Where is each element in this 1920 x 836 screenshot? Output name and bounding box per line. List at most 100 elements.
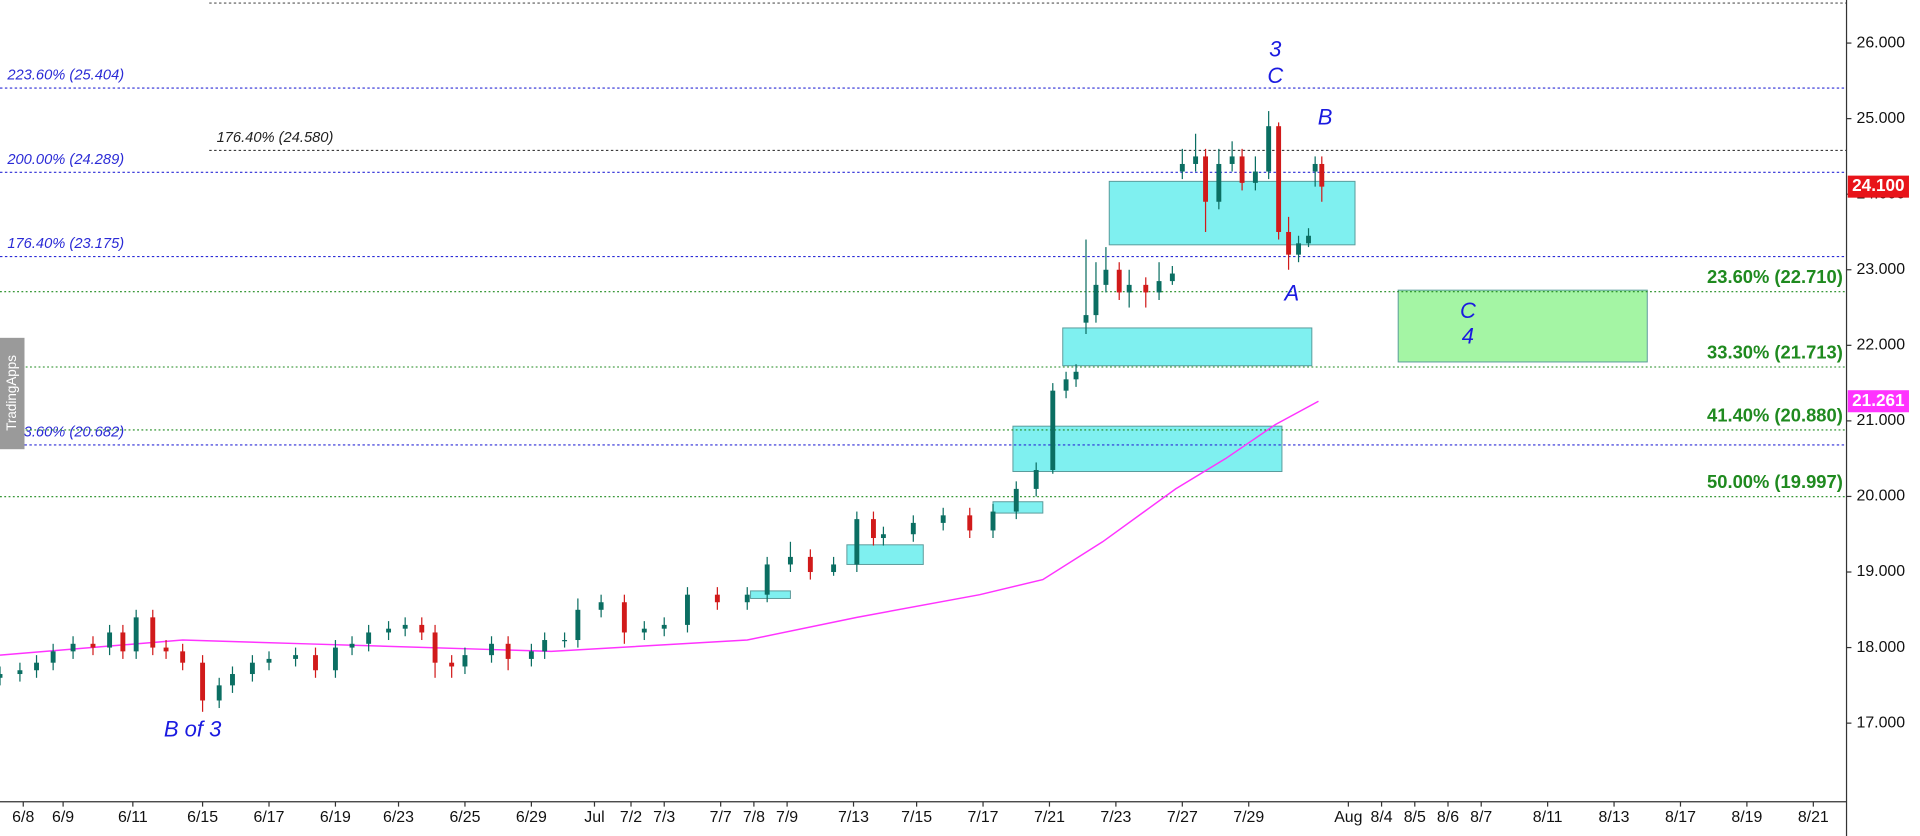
candle-body	[432, 632, 438, 663]
candle-body	[489, 643, 494, 656]
watermark: TradingApps	[4, 355, 19, 431]
candle-body	[449, 662, 455, 667]
zone	[1108, 180, 1356, 246]
candle-body	[910, 522, 916, 535]
x-tick-label: 8/11	[1533, 809, 1563, 826]
candle-body	[1169, 273, 1175, 282]
candle-body	[1116, 269, 1122, 293]
x-tick-label: 8/13	[1599, 809, 1630, 826]
candle-body	[200, 662, 206, 701]
candle-body	[1229, 156, 1235, 164]
x-tick-label: 7/15	[901, 809, 932, 826]
candle-body	[1319, 163, 1325, 187]
y-tick-label: 25.000	[1856, 110, 1905, 127]
candle-body	[787, 556, 793, 565]
level-label: 176.40% (24.580)	[217, 130, 334, 146]
wave-label: 4	[1462, 324, 1474, 349]
x-tick-label: 8/19	[1731, 809, 1762, 826]
candle-body	[0, 674, 3, 678]
x-tick-label: 6/25	[449, 809, 480, 826]
level-label: 176.40% (23.175)	[7, 236, 124, 252]
level-label: 123.60% (20.682)	[7, 425, 124, 441]
y-tick-label: 22.000	[1856, 337, 1905, 354]
zone	[1062, 327, 1313, 367]
x-tick-label: 6/15	[187, 809, 218, 826]
x-tick-label: 8/21	[1798, 809, 1829, 826]
candle-body	[714, 594, 720, 603]
candle-body	[1033, 470, 1039, 489]
level-label: 23.60% (22.710)	[1707, 266, 1843, 287]
wave-label: B of 3	[164, 717, 222, 742]
x-tick-label: 8/4	[1371, 809, 1393, 826]
candle-body	[621, 602, 627, 633]
candle-body	[1179, 163, 1185, 172]
candle-body	[386, 628, 392, 633]
candle-body	[1063, 379, 1069, 391]
x-tick-label: 7/8	[743, 809, 765, 826]
x-tick-label: 7/17	[968, 809, 999, 826]
candle-body	[1216, 163, 1222, 202]
candle-body	[402, 624, 408, 629]
candle-body	[462, 655, 468, 667]
wave-label: B	[1318, 104, 1333, 129]
y-tick-label: 20.000	[1856, 488, 1905, 505]
candle-body	[764, 564, 770, 595]
candle-body	[505, 643, 511, 659]
candle-body	[940, 515, 946, 523]
x-tick-label: 6/9	[52, 809, 74, 826]
candle-body	[744, 594, 750, 603]
candle-body	[1203, 156, 1209, 202]
x-tick-label: 7/21	[1034, 809, 1065, 826]
candle-body	[266, 658, 272, 663]
candle-body	[133, 617, 139, 652]
wave-label: C	[1460, 298, 1477, 323]
candle-body	[870, 519, 876, 539]
x-tick-label: Aug	[1334, 809, 1362, 826]
candle-body	[163, 647, 169, 652]
candle-body	[1156, 281, 1162, 293]
y-tick-label: 23.000	[1856, 261, 1905, 278]
x-tick-label: Jul	[584, 809, 604, 826]
y-tick-label: 19.000	[1856, 563, 1905, 580]
x-tick-label: 8/6	[1437, 809, 1459, 826]
level-label: 200.00% (24.289)	[6, 152, 124, 168]
candle-body	[1296, 243, 1301, 255]
x-tick-label: 8/17	[1665, 809, 1696, 826]
x-tick-label: 6/8	[12, 809, 34, 826]
y-tick-label: 17.000	[1856, 714, 1905, 731]
candle-body	[1103, 269, 1109, 285]
candle-body	[230, 674, 235, 686]
y-tick-label: 18.000	[1856, 639, 1905, 656]
candle-body	[880, 534, 886, 539]
candle-body	[685, 594, 690, 625]
candle-body	[562, 640, 568, 642]
candle-body	[575, 609, 581, 641]
candle-body	[598, 602, 604, 610]
candle-body	[1073, 371, 1079, 380]
x-tick-label: 7/27	[1167, 809, 1198, 826]
wave-label: 3	[1269, 36, 1282, 61]
candle-body	[1143, 284, 1149, 293]
candle-body	[1239, 156, 1245, 183]
candle-body	[1013, 488, 1019, 512]
candle-body	[1286, 231, 1292, 255]
candle-body	[70, 643, 76, 652]
zone	[1397, 289, 1648, 363]
candle-body	[990, 511, 996, 531]
candle-body	[831, 564, 837, 573]
candle-body	[120, 632, 126, 652]
zone	[1012, 425, 1283, 473]
candle-body	[107, 632, 113, 648]
x-tick-label: 6/19	[320, 809, 351, 826]
candle-body	[1126, 284, 1132, 293]
level-label: 33.30% (21.713)	[1707, 341, 1843, 362]
candle-body	[1050, 390, 1056, 471]
wave-label: A	[1283, 281, 1300, 306]
ma-label: 21.261	[1852, 390, 1905, 410]
candle-body	[150, 617, 156, 648]
candle-body	[641, 628, 647, 633]
candle-body	[249, 662, 255, 675]
